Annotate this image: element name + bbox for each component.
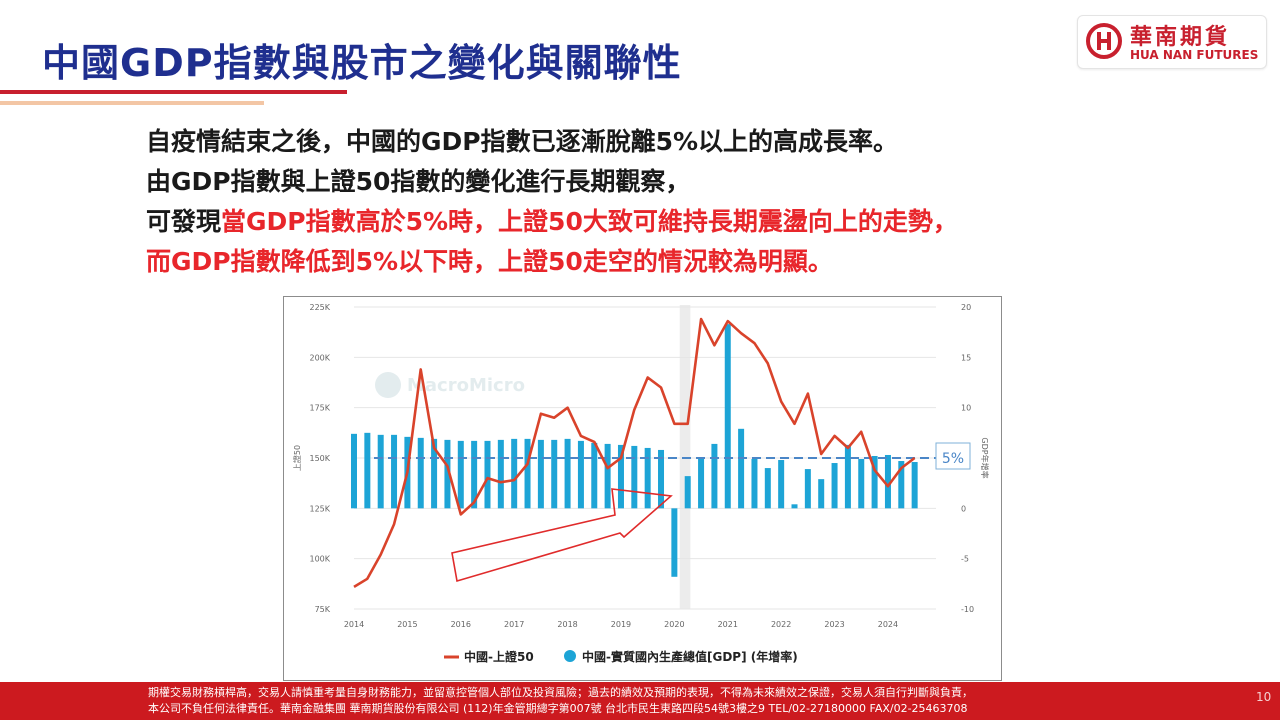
- footer-disclaimer: 期權交易財務槓桿高，交易人請慎重考量自身財務能力，並留意控管個人部位及投資風險；…: [0, 682, 1280, 720]
- left-axis-tick-label: 225K: [309, 303, 330, 312]
- x-axis-tick-label: 2022: [771, 620, 791, 629]
- x-axis-tick-label: 2020: [664, 620, 684, 629]
- gdp-bar: [617, 444, 624, 509]
- gdp-bar: [644, 447, 651, 509]
- x-axis-tick-label: 2023: [824, 620, 844, 629]
- gdp-bar: [431, 438, 438, 509]
- body-text: 自疫情結束之後，中國的GDP指數已逐漸脫離5%以上的高成長率。 由GDP指數與上…: [146, 122, 958, 282]
- gdp-bar: [884, 454, 891, 509]
- legend-bar-label: 中國-實質國內生產總值[GDP] (年增率): [582, 649, 798, 664]
- left-axis-tick-label: 75K: [315, 605, 331, 614]
- gdp-bar: [524, 438, 531, 509]
- gdp-bar: [724, 324, 731, 509]
- x-axis-tick-label: 2018: [557, 620, 577, 629]
- gdp-bar: [711, 443, 718, 509]
- left-axis-tick-label: 200K: [309, 353, 330, 362]
- body-line-3-prefix: 可發現: [146, 207, 222, 236]
- slide-title: 中國GDP指數與股市之變化與關聯性: [42, 41, 682, 85]
- gdp-bar: [778, 460, 785, 509]
- title-underline-tan: [0, 101, 264, 105]
- right-axis-tick-label: -10: [961, 605, 974, 614]
- hua-nan-logo-icon: [1086, 23, 1122, 59]
- x-axis-tick-label: 2024: [878, 620, 898, 629]
- gdp-bar: [698, 459, 705, 509]
- gdp-bar: [484, 440, 491, 509]
- watermark-icon: [375, 372, 401, 398]
- body-line-3-highlight: 當GDP指數高於5%時，上證50大致可維持長期震盪向上的走勢，: [221, 207, 958, 236]
- gdp-bar: [631, 445, 638, 509]
- gdp-bar: [377, 434, 384, 509]
- gdp-bar: [511, 438, 518, 509]
- gdp-bar: [604, 443, 611, 509]
- x-axis-tick-label: 2015: [397, 620, 417, 629]
- sse50-line: [353, 317, 916, 589]
- gdp-bar: [791, 504, 798, 509]
- gdp-bar: [364, 432, 371, 509]
- logo-chinese-text: 華南期貨: [1130, 25, 1231, 50]
- gdp-bar: [444, 439, 451, 509]
- watermark-text: MacroMicro: [407, 375, 525, 396]
- body-line-3: 可發現當GDP指數高於5%時，上證50大致可維持長期震盪向上的走勢，: [146, 202, 958, 242]
- reference-label-box: [935, 442, 971, 470]
- trend-arrow-annotation: [451, 488, 673, 583]
- footer-line-2: 本公司不負任何法律責任。華南金融集團 華南期貨股份有限公司 (112)年金管期總…: [148, 702, 968, 715]
- x-axis-tick-label: 2019: [611, 620, 631, 629]
- left-axis-tick-label: 150K: [309, 454, 330, 463]
- gdp-bar: [831, 463, 838, 509]
- gdp-sse50-chart: 225K20200K15175K10150K5125K0100K-575K-10…: [292, 303, 990, 664]
- chart-frame: 225K20200K15175K10150K5125K0100K-575K-10…: [283, 296, 1002, 681]
- x-axis-tick-label: 2021: [718, 620, 738, 629]
- gdp-bar: [497, 439, 504, 509]
- gdp-bar: [764, 468, 771, 509]
- gdp-bar: [751, 459, 758, 509]
- gdp-bar: [818, 479, 825, 509]
- gdp-bar: [671, 508, 678, 577]
- gdp-bar: [738, 428, 745, 509]
- company-logo: 華南期貨 HUA NAN FUTURES: [1077, 15, 1267, 69]
- right-axis-title: GDP年增率: [980, 437, 990, 478]
- gdp-bar: [537, 439, 544, 509]
- left-axis-tick-label: 125K: [309, 504, 330, 513]
- gdp-bar: [391, 434, 398, 509]
- left-axis-title: 上證50: [292, 445, 302, 471]
- body-line-1: 自疫情結束之後，中國的GDP指數已逐漸脫離5%以上的高成長率。: [146, 127, 899, 156]
- page-number: 10: [1256, 690, 1272, 704]
- left-axis-tick-label: 175K: [309, 404, 330, 413]
- reference-label: 5%: [942, 451, 964, 467]
- right-axis-tick-label: 15: [961, 353, 971, 362]
- gdp-bar: [457, 440, 464, 509]
- logo-english-text: HUA NAN FUTURES: [1130, 48, 1259, 62]
- body-line-4: 而GDP指數降低到5%以下時，上證50走空的情況較為明顯。: [146, 247, 833, 276]
- footer-line-1: 期權交易財務槓桿高，交易人請慎重考量自身財務能力，並留意控管個人部位及投資風險；…: [148, 686, 973, 699]
- gdp-bar: [591, 442, 598, 509]
- right-axis-tick-label: -5: [961, 555, 969, 564]
- footer-text: 期權交易財務槓桿高，交易人請慎重考量自身財務能力，並留意控管個人部位及投資風險；…: [148, 685, 973, 717]
- legend-line-label: 中國-上證50: [464, 649, 534, 664]
- right-axis-tick-label: 0: [961, 504, 966, 513]
- gdp-bar: [658, 449, 665, 509]
- x-axis-tick-label: 2014: [344, 620, 364, 629]
- right-axis-tick-label: 20: [961, 303, 971, 312]
- gdp-bar: [911, 462, 918, 509]
- body-line-2: 由GDP指數與上證50指數的變化進行長期觀察，: [146, 167, 691, 196]
- gdp-bar: [351, 433, 357, 509]
- x-axis-tick-label: 2017: [504, 620, 524, 629]
- gdp-bar: [551, 439, 558, 509]
- right-axis-tick-label: 10: [961, 404, 971, 413]
- gdp-bar: [804, 469, 811, 509]
- gdp-bar: [417, 437, 424, 509]
- title-underline-red: [0, 90, 347, 94]
- gdp-bar: [471, 440, 478, 509]
- x-axis-tick-label: 2016: [451, 620, 471, 629]
- gdp-bar: [871, 455, 878, 509]
- legend-bar-swatch: [564, 650, 576, 662]
- gdp-bar: [577, 440, 584, 509]
- gdp-bar: [858, 459, 865, 509]
- gdp-bar: [844, 444, 851, 509]
- gdp-bar: [684, 476, 691, 509]
- left-axis-tick-label: 100K: [309, 555, 330, 564]
- gdp-bar: [898, 461, 905, 509]
- gdp-bar: [564, 438, 571, 509]
